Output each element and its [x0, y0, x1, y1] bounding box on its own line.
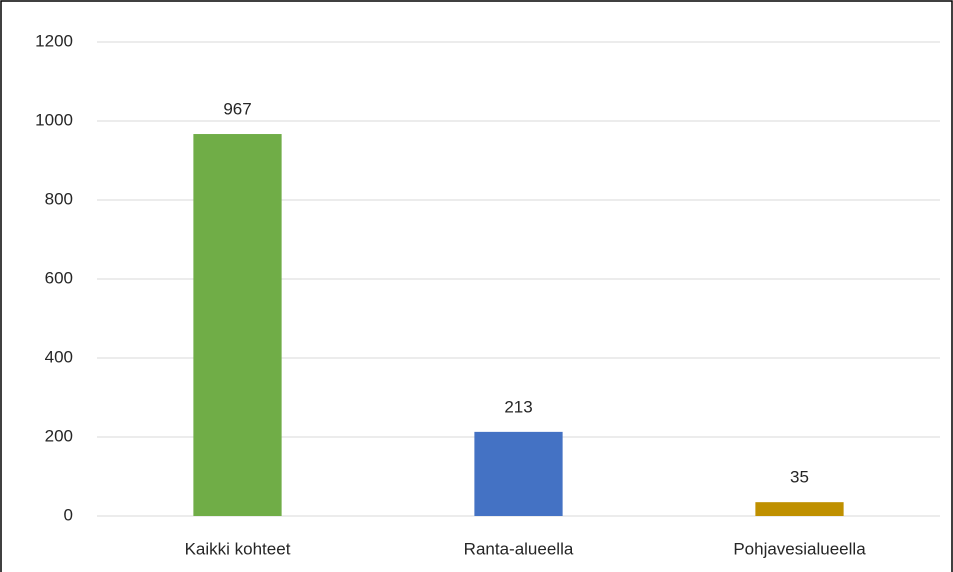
data-label: 35	[790, 468, 809, 487]
data-label: 967	[223, 100, 251, 119]
y-tick-label: 1200	[35, 31, 73, 50]
y-tick-label: 1000	[35, 110, 73, 129]
bar	[755, 502, 844, 516]
bar	[193, 134, 282, 516]
y-tick-label: 200	[45, 426, 73, 445]
x-tick-label: Pohjavesialueella	[733, 539, 866, 558]
y-tick-label: 600	[45, 268, 73, 287]
bar	[474, 431, 563, 516]
y-tick-label: 400	[45, 347, 73, 366]
x-tick-label: Kaikki kohteet	[185, 539, 291, 558]
y-tick-label: 0	[64, 505, 73, 524]
y-tick-label: 800	[45, 189, 73, 208]
x-tick-label: Ranta-alueella	[464, 539, 574, 558]
data-label: 213	[504, 397, 532, 416]
